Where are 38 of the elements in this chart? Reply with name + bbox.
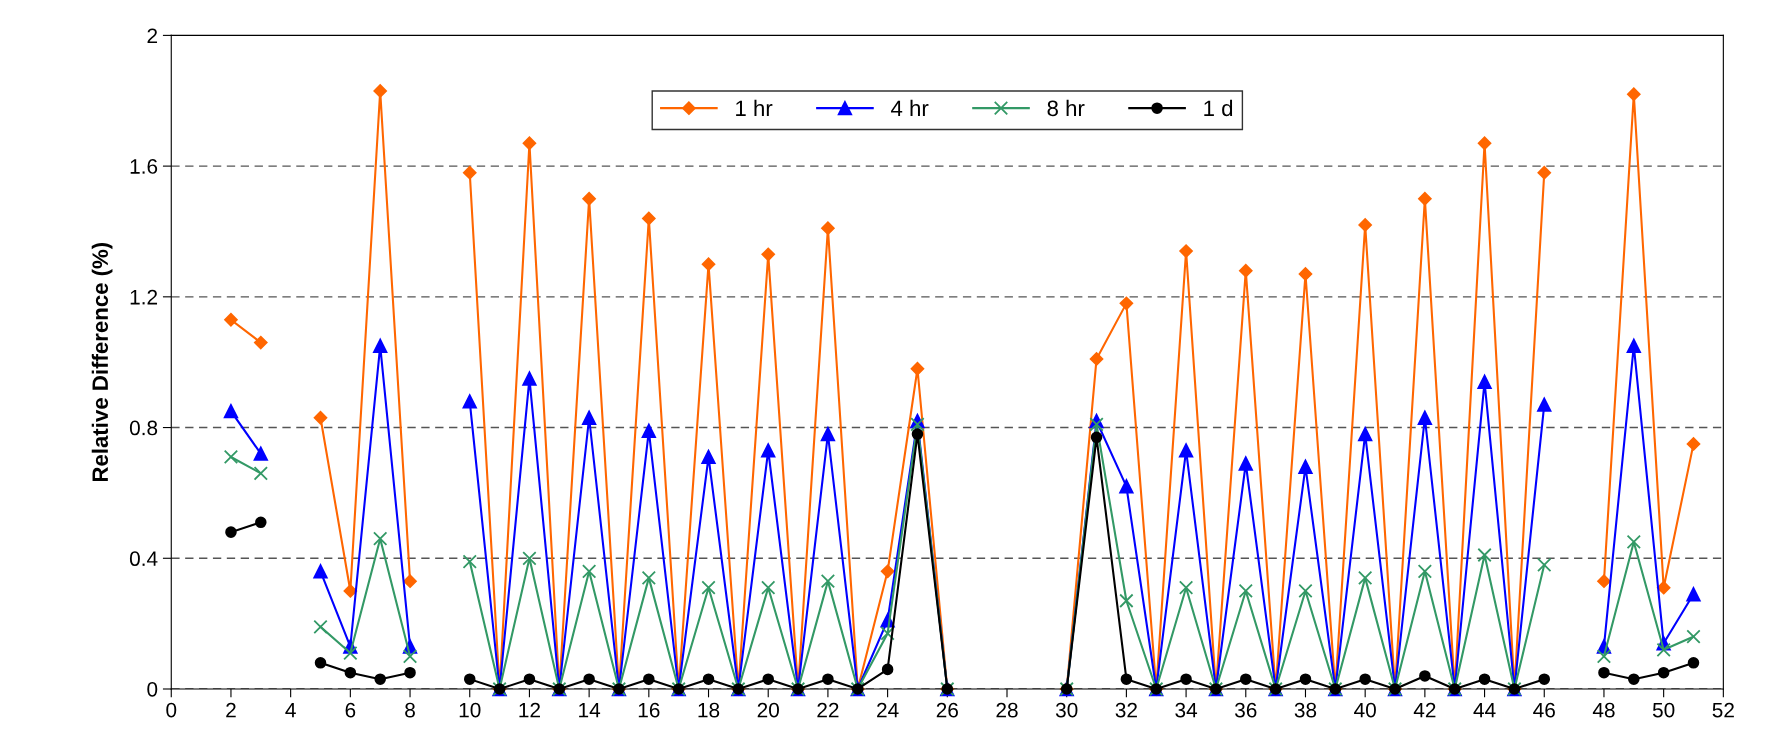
x-tick-label: 6 [345, 702, 356, 718]
x-tick-label: 46 [1533, 702, 1555, 718]
legend-label: 4 hr [891, 99, 929, 116]
y-axis-title: Relative Difference (%) [91, 242, 113, 482]
x-tick-label: 0 [166, 702, 177, 718]
x-tick-label: 22 [817, 702, 839, 718]
y-tick-label: 0 [147, 682, 158, 697]
x-tick-label: 4 [285, 702, 296, 718]
x-tick-label: 24 [877, 702, 899, 718]
x-tick-label: 2 [226, 702, 236, 718]
x-tick-label: 48 [1592, 702, 1615, 718]
x-tick-label: 18 [698, 702, 720, 718]
y-tick-label: 2 [147, 28, 158, 43]
y-tick-label: 0.4 [129, 551, 158, 567]
x-tick-label: 44 [1473, 702, 1496, 718]
x-tick-label: 28 [996, 702, 1018, 718]
legend-label: 1 hr [736, 99, 773, 116]
x-tick-label: 16 [638, 702, 660, 718]
legend-label: 8 hr [1047, 99, 1085, 117]
x-tick-label: 10 [459, 702, 481, 718]
x-tick-label: 34 [1175, 702, 1198, 718]
y-tick-label: 0.8 [129, 420, 158, 436]
x-tick-label: 26 [936, 702, 958, 718]
x-tick-label: 14 [579, 702, 601, 718]
x-tick-label: 8 [405, 702, 415, 718]
x-tick-label: 40 [1354, 702, 1376, 718]
y-tick-label: 1.6 [130, 159, 158, 174]
x-tick-label: 32 [1115, 702, 1137, 718]
x-tick-label: 12 [519, 702, 540, 718]
x-tick-label: 50 [1652, 702, 1675, 718]
x-tick-label: 42 [1413, 702, 1436, 718]
x-tick-label: 38 [1294, 702, 1317, 718]
legend-label: 1 d [1204, 99, 1233, 117]
x-tick-label: 30 [1055, 702, 1078, 718]
y-tick-label: 1.2 [130, 289, 158, 305]
x-tick-label: 52 [1712, 702, 1734, 718]
x-tick-label: 20 [757, 702, 779, 718]
x-tick-label: 36 [1234, 702, 1257, 718]
